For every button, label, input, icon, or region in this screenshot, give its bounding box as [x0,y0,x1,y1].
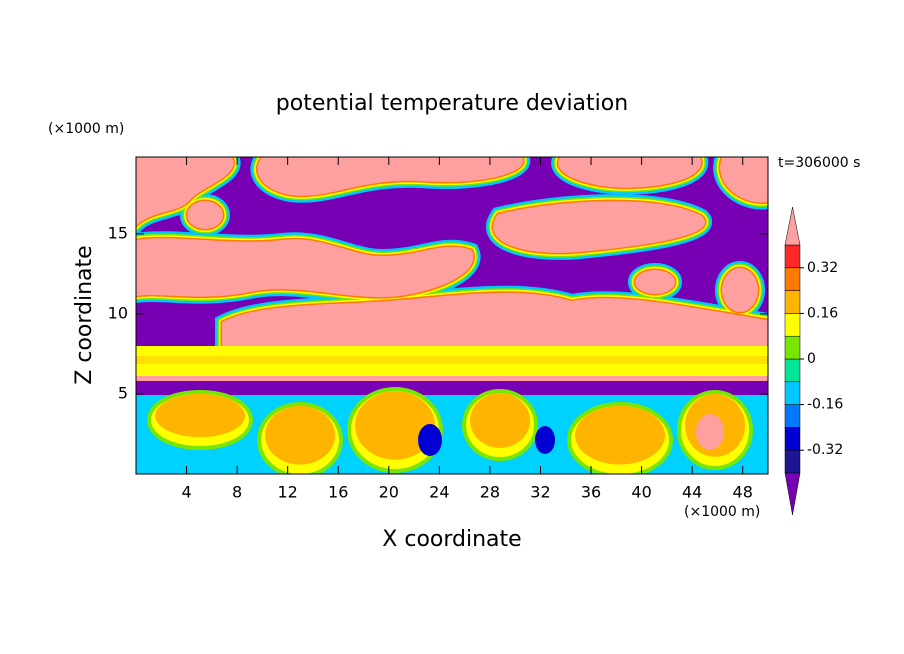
chart-title: potential temperature deviation [276,91,628,116]
time-label: t=306000 s [778,155,860,171]
colorbar-tick-label: -0.16 [807,397,843,413]
y-axis-label: Z coordinate [72,245,97,384]
colorbar-segment [784,267,801,291]
x-tick-label: 32 [530,483,550,502]
colorbar-segment [784,290,801,314]
colorbar-segment [784,449,801,474]
x-tick-label: 44 [682,483,702,502]
colorbar-segment [784,335,801,360]
x-axis-label: X coordinate [382,527,521,552]
colorbar-segment [784,358,801,383]
field-low-blue [418,424,442,456]
y-tick-label: 10 [108,303,128,322]
colorbar-segment [784,313,801,337]
field-band [136,376,768,381]
colorbar-segment [784,381,801,405]
x-tick-label: 48 [733,483,753,502]
x-tick-label: 36 [581,483,601,502]
plot-frame [135,156,769,475]
colorbar-segment [784,404,801,428]
colorbar-segment [784,244,801,269]
field-band [136,381,768,395]
x-tick-label: 24 [429,483,449,502]
field-low-blue [535,426,555,454]
y-unit: (×1000 m) [48,121,124,137]
field-low-pink [696,414,724,450]
field-band [136,356,768,364]
x-tick-label: 28 [480,483,500,502]
y-tick-label: 15 [108,223,128,242]
colorbar-tick-label: 0.16 [807,305,838,321]
x-tick-label: 40 [631,483,651,502]
colorbar-tick-label: -0.32 [807,442,843,458]
colorbar-over [784,206,801,246]
colorbar-under [784,472,801,516]
colorbar-segment [784,427,801,451]
y-tick-label: 5 [118,383,128,402]
colorbar-tick-label: 0 [807,351,816,367]
colorbar-tick-label: 0.32 [807,260,838,276]
x-tick-label: 8 [232,483,242,502]
x-tick-label: 16 [328,483,348,502]
x-tick-label: 20 [379,483,399,502]
x-tick-label: 12 [278,483,298,502]
contour-field [136,157,768,474]
x-unit: (×1000 m) [684,504,760,520]
x-tick-label: 4 [181,483,191,502]
